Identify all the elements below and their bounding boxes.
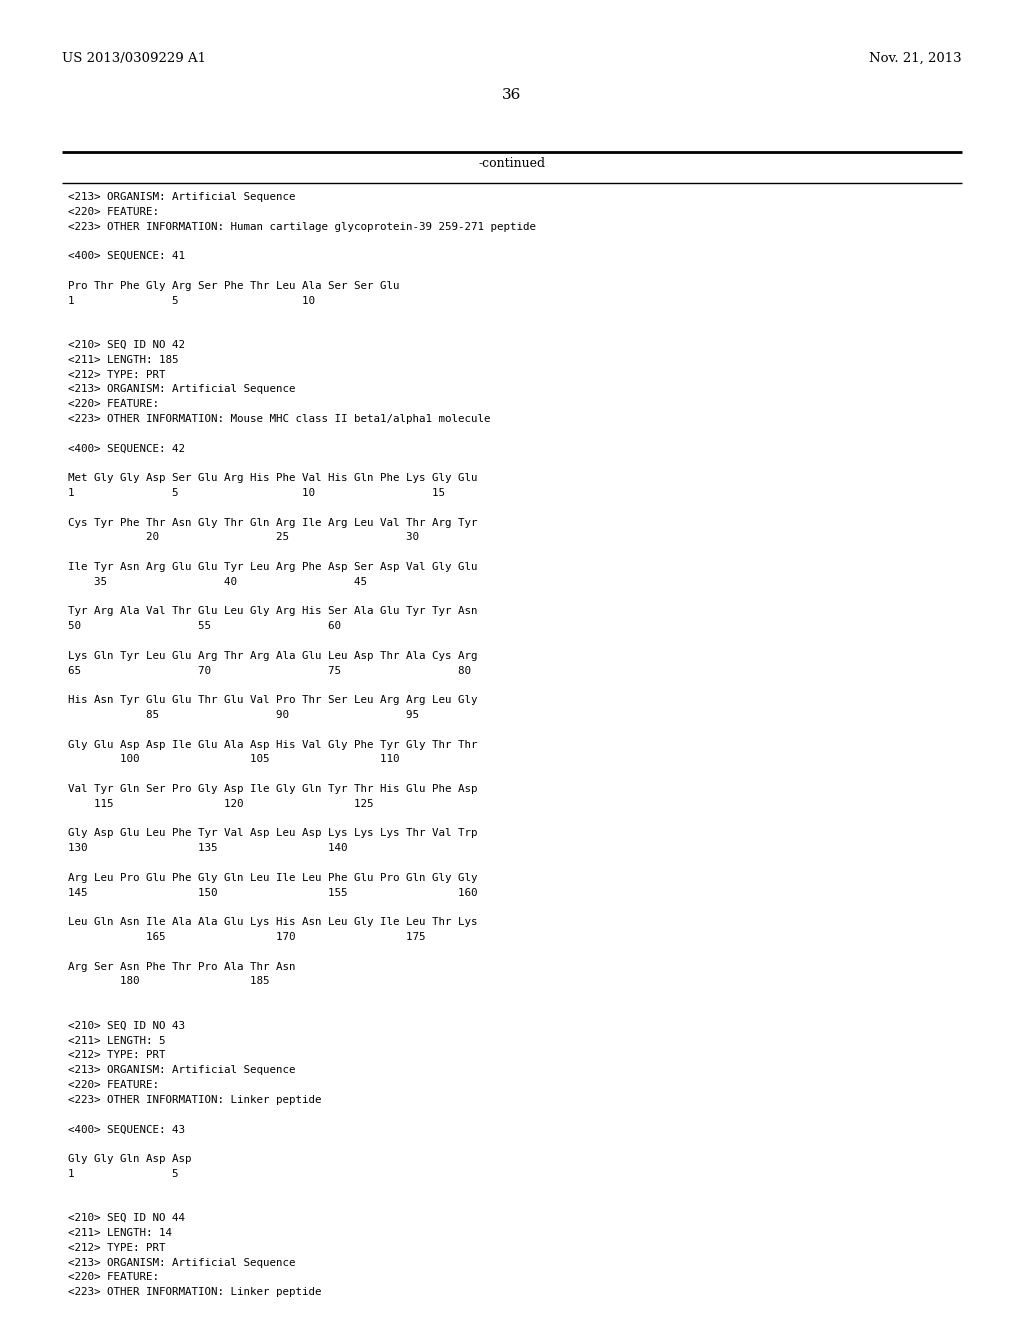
Text: <213> ORGANISM: Artificial Sequence: <213> ORGANISM: Artificial Sequence — [68, 191, 296, 202]
Text: <223> OTHER INFORMATION: Mouse MHC class II beta1/alpha1 molecule: <223> OTHER INFORMATION: Mouse MHC class… — [68, 414, 490, 424]
Text: Val Tyr Gln Ser Pro Gly Asp Ile Gly Gln Tyr Thr His Glu Phe Asp: Val Tyr Gln Ser Pro Gly Asp Ile Gly Gln … — [68, 784, 477, 795]
Text: Lys Gln Tyr Leu Glu Arg Thr Arg Ala Glu Leu Asp Thr Ala Cys Arg: Lys Gln Tyr Leu Glu Arg Thr Arg Ala Glu … — [68, 651, 477, 661]
Text: Cys Tyr Phe Thr Asn Gly Thr Gln Arg Ile Arg Leu Val Thr Arg Tyr: Cys Tyr Phe Thr Asn Gly Thr Gln Arg Ile … — [68, 517, 477, 528]
Text: Gly Asp Glu Leu Phe Tyr Val Asp Leu Asp Lys Lys Lys Thr Val Trp: Gly Asp Glu Leu Phe Tyr Val Asp Leu Asp … — [68, 829, 477, 838]
Text: 20                  25                  30: 20 25 30 — [68, 532, 419, 543]
Text: US 2013/0309229 A1: US 2013/0309229 A1 — [62, 51, 206, 65]
Text: Pro Thr Phe Gly Arg Ser Phe Thr Leu Ala Ser Ser Glu: Pro Thr Phe Gly Arg Ser Phe Thr Leu Ala … — [68, 281, 399, 290]
Text: <220> FEATURE:: <220> FEATURE: — [68, 399, 159, 409]
Text: 85                  90                  95: 85 90 95 — [68, 710, 419, 719]
Text: <220> FEATURE:: <220> FEATURE: — [68, 1080, 159, 1090]
Text: <210> SEQ ID NO 44: <210> SEQ ID NO 44 — [68, 1213, 185, 1224]
Text: <213> ORGANISM: Artificial Sequence: <213> ORGANISM: Artificial Sequence — [68, 1065, 296, 1076]
Text: <210> SEQ ID NO 42: <210> SEQ ID NO 42 — [68, 341, 185, 350]
Text: 1               5                   10: 1 5 10 — [68, 296, 315, 306]
Text: 65                  70                  75                  80: 65 70 75 80 — [68, 665, 471, 676]
Text: 165                 170                 175: 165 170 175 — [68, 932, 426, 942]
Text: Tyr Arg Ala Val Thr Glu Leu Gly Arg His Ser Ala Glu Tyr Tyr Asn: Tyr Arg Ala Val Thr Glu Leu Gly Arg His … — [68, 606, 477, 616]
Text: 1               5                   10                  15: 1 5 10 15 — [68, 488, 445, 498]
Text: <400> SEQUENCE: 43: <400> SEQUENCE: 43 — [68, 1125, 185, 1134]
Text: <400> SEQUENCE: 42: <400> SEQUENCE: 42 — [68, 444, 185, 454]
Text: 36: 36 — [503, 88, 521, 102]
Text: <223> OTHER INFORMATION: Linker peptide: <223> OTHER INFORMATION: Linker peptide — [68, 1287, 322, 1298]
Text: <223> OTHER INFORMATION: Linker peptide: <223> OTHER INFORMATION: Linker peptide — [68, 1094, 322, 1105]
Text: Ile Tyr Asn Arg Glu Glu Tyr Leu Arg Phe Asp Ser Asp Val Gly Glu: Ile Tyr Asn Arg Glu Glu Tyr Leu Arg Phe … — [68, 562, 477, 572]
Text: <210> SEQ ID NO 43: <210> SEQ ID NO 43 — [68, 1020, 185, 1031]
Text: 1               5: 1 5 — [68, 1168, 178, 1179]
Text: <212> TYPE: PRT: <212> TYPE: PRT — [68, 1051, 166, 1060]
Text: <220> FEATURE:: <220> FEATURE: — [68, 207, 159, 216]
Text: Gly Glu Asp Asp Ile Glu Ala Asp His Val Gly Phe Tyr Gly Thr Thr: Gly Glu Asp Asp Ile Glu Ala Asp His Val … — [68, 739, 477, 750]
Text: Gly Gly Gln Asp Asp: Gly Gly Gln Asp Asp — [68, 1154, 191, 1164]
Text: 145                 150                 155                 160: 145 150 155 160 — [68, 887, 477, 898]
Text: Met Gly Gly Asp Ser Glu Arg His Phe Val His Gln Phe Lys Gly Glu: Met Gly Gly Asp Ser Glu Arg His Phe Val … — [68, 473, 477, 483]
Text: <400> SEQUENCE: 41: <400> SEQUENCE: 41 — [68, 251, 185, 261]
Text: His Asn Tyr Glu Glu Thr Glu Val Pro Thr Ser Leu Arg Arg Leu Gly: His Asn Tyr Glu Glu Thr Glu Val Pro Thr … — [68, 696, 477, 705]
Text: Arg Leu Pro Glu Phe Gly Gln Leu Ile Leu Phe Glu Pro Gln Gly Gly: Arg Leu Pro Glu Phe Gly Gln Leu Ile Leu … — [68, 873, 477, 883]
Text: 115                 120                 125: 115 120 125 — [68, 799, 374, 809]
Text: <213> ORGANISM: Artificial Sequence: <213> ORGANISM: Artificial Sequence — [68, 384, 296, 395]
Text: 35                  40                  45: 35 40 45 — [68, 577, 367, 587]
Text: <212> TYPE: PRT: <212> TYPE: PRT — [68, 370, 166, 380]
Text: <213> ORGANISM: Artificial Sequence: <213> ORGANISM: Artificial Sequence — [68, 1258, 296, 1267]
Text: 180                 185: 180 185 — [68, 977, 269, 986]
Text: <211> LENGTH: 185: <211> LENGTH: 185 — [68, 355, 178, 364]
Text: <211> LENGTH: 14: <211> LENGTH: 14 — [68, 1228, 172, 1238]
Text: Arg Ser Asn Phe Thr Pro Ala Thr Asn: Arg Ser Asn Phe Thr Pro Ala Thr Asn — [68, 961, 296, 972]
Text: <223> OTHER INFORMATION: Human cartilage glycoprotein-39 259-271 peptide: <223> OTHER INFORMATION: Human cartilage… — [68, 222, 536, 231]
Text: <212> TYPE: PRT: <212> TYPE: PRT — [68, 1243, 166, 1253]
Text: Leu Gln Asn Ile Ala Ala Glu Lys His Asn Leu Gly Ile Leu Thr Lys: Leu Gln Asn Ile Ala Ala Glu Lys His Asn … — [68, 917, 477, 927]
Text: 50                  55                  60: 50 55 60 — [68, 622, 341, 631]
Text: <220> FEATURE:: <220> FEATURE: — [68, 1272, 159, 1283]
Text: Nov. 21, 2013: Nov. 21, 2013 — [869, 51, 962, 65]
Text: -continued: -continued — [478, 157, 546, 170]
Text: <211> LENGTH: 5: <211> LENGTH: 5 — [68, 1036, 166, 1045]
Text: 130                 135                 140: 130 135 140 — [68, 843, 347, 853]
Text: 100                 105                 110: 100 105 110 — [68, 755, 399, 764]
